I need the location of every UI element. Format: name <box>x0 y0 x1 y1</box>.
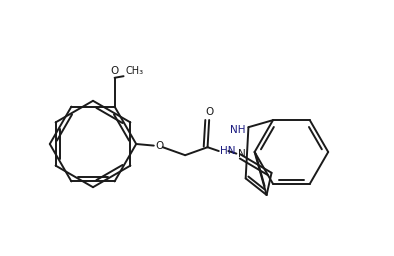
Text: O: O <box>155 141 164 151</box>
Text: HN: HN <box>220 146 236 156</box>
Text: O: O <box>205 108 213 118</box>
Text: N: N <box>238 148 245 159</box>
Text: O: O <box>110 66 119 76</box>
Text: CH₃: CH₃ <box>126 66 144 76</box>
Text: NH: NH <box>230 125 246 135</box>
